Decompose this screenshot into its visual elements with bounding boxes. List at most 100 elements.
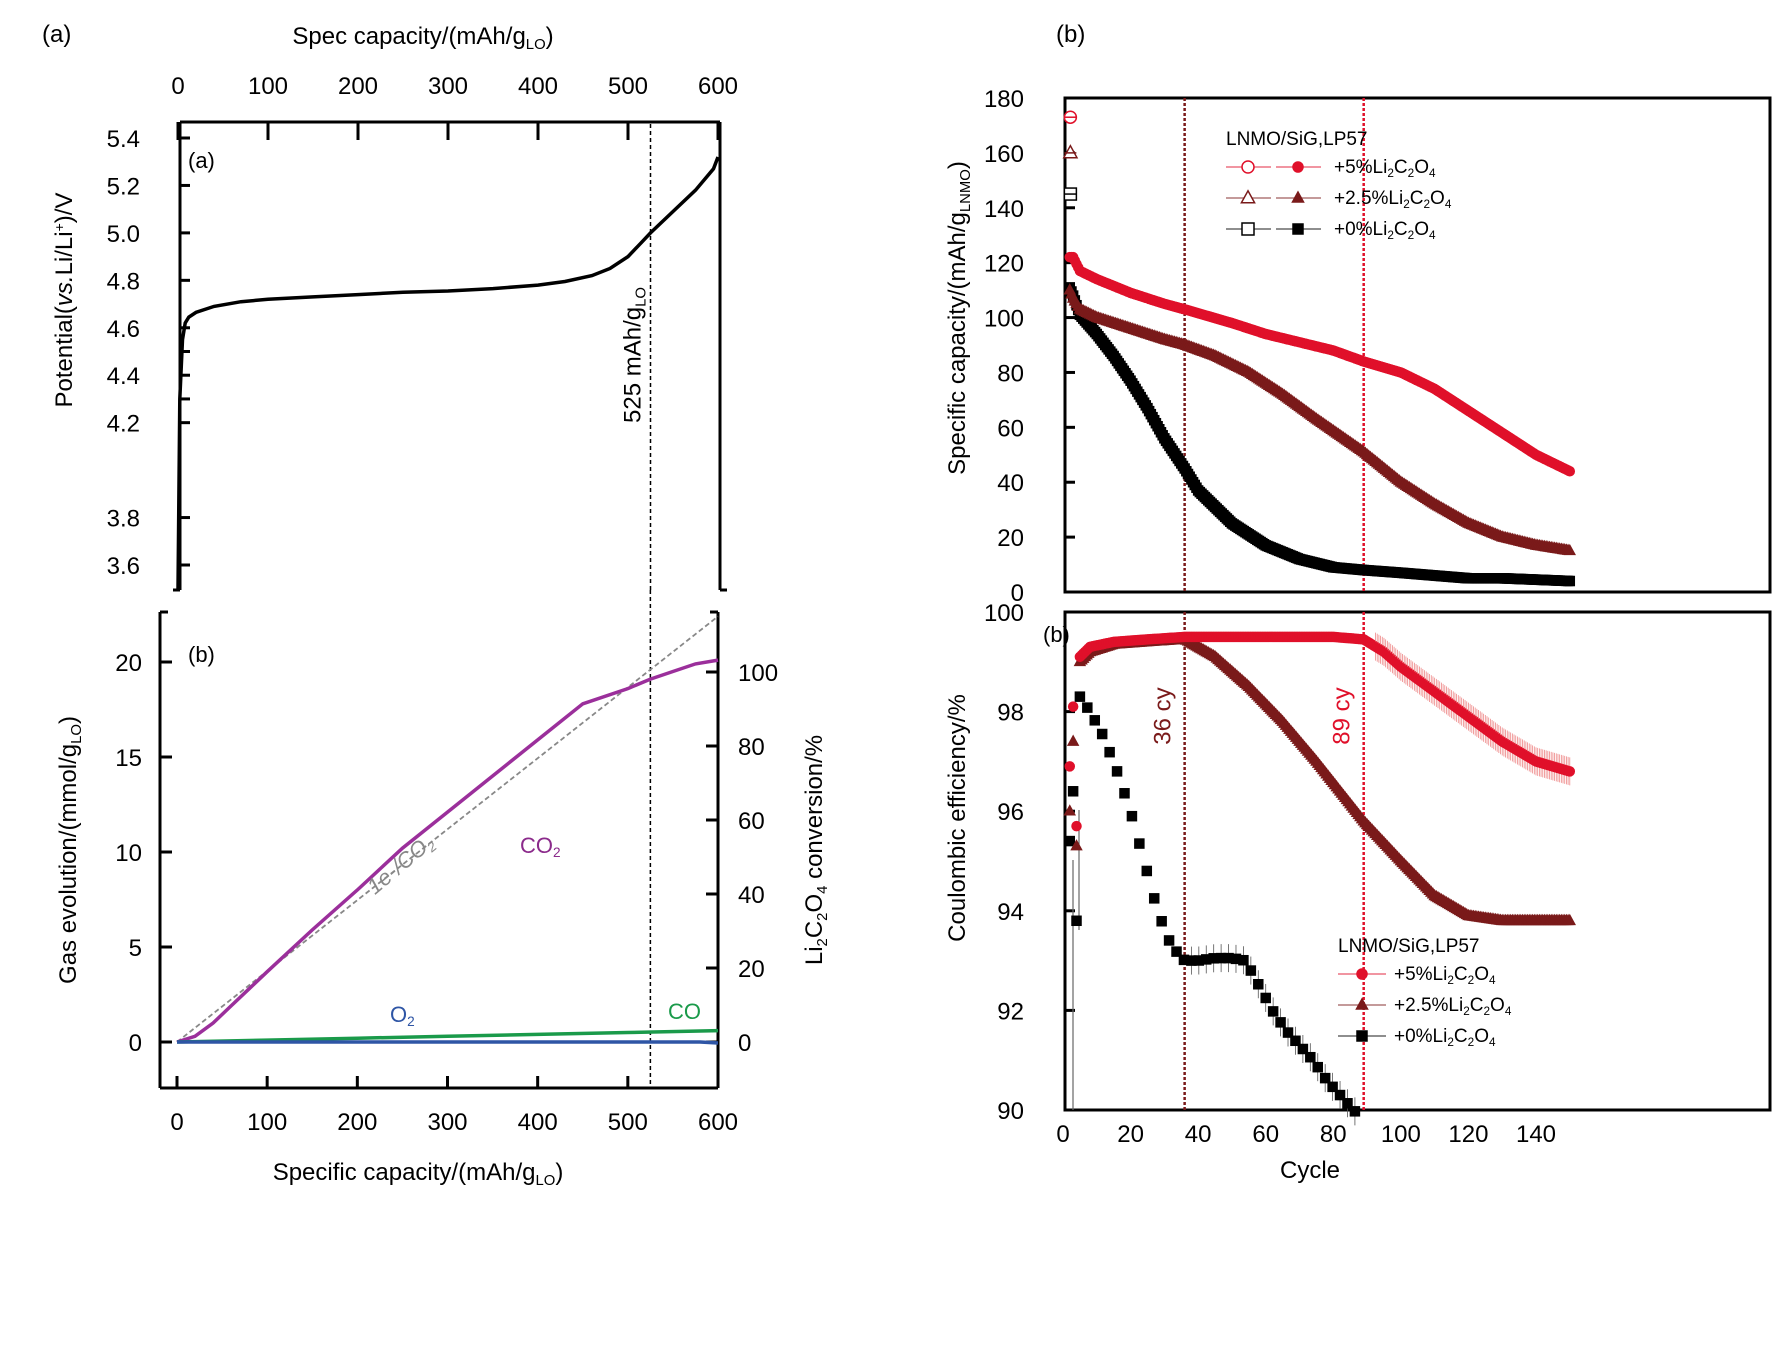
x-axis-title: Cycle <box>1280 1157 1340 1184</box>
x-tick-label: 60 <box>1252 1121 1279 1148</box>
x-tick-label: 200 <box>337 1109 377 1136</box>
legend-marker-open <box>1241 222 1255 236</box>
y-tick-label: 3.6 <box>107 553 140 580</box>
data-point <box>1563 913 1577 926</box>
panel-label-left: (a) <box>42 21 71 48</box>
y-tick-label: 15 <box>115 745 142 772</box>
y-tick-label: 98 <box>997 700 1024 727</box>
x-tick-label: 0 <box>1056 1121 1069 1148</box>
x-tick-label: 600 <box>698 1109 738 1136</box>
y-tick-label: 94 <box>997 899 1024 926</box>
legend-label: +5%Li2C2O4 <box>1394 964 1496 987</box>
annotation-o2: O2 <box>390 1002 415 1029</box>
text-span: +0%Li <box>1334 219 1387 240</box>
potential-curve <box>176 156 720 591</box>
subscript: 2 <box>407 1014 415 1029</box>
data-point <box>1064 761 1076 772</box>
subscript: LO <box>633 287 649 307</box>
series--5-li2c2o4 <box>1064 631 1576 832</box>
gas-evolution-chart: 0 100 200 300 400 500 60005101520020406080100S… <box>55 590 831 1189</box>
subscript: LO <box>535 1173 555 1189</box>
subscript: 2 <box>1403 198 1410 211</box>
data-point <box>1082 702 1093 713</box>
y-tick-label: 100 <box>984 600 1024 627</box>
data-point <box>1171 946 1182 957</box>
x-tick-label: 140 <box>1516 1121 1556 1148</box>
legend-label: +2.5%Li2C2O4 <box>1394 995 1512 1018</box>
subscript: 4 <box>1489 1036 1496 1049</box>
y-tick-label: 90 <box>997 1098 1024 1125</box>
text-span: CO <box>668 999 701 1024</box>
data-point <box>1071 820 1082 832</box>
legend-item: +5%Li2C2O4 <box>1338 964 1496 987</box>
text-span: vs. <box>51 275 78 306</box>
text-span: O <box>1474 964 1489 985</box>
legend-item: +2.5%Li2C2O4 <box>1226 188 1452 211</box>
y-tick-label: 4.2 <box>107 411 140 438</box>
data-point <box>1282 1027 1294 1038</box>
text-span: ) <box>55 716 82 724</box>
text-span: C <box>1454 964 1468 985</box>
annotation-co: CO <box>668 999 701 1024</box>
data-point <box>1070 839 1083 851</box>
text-span: O <box>1414 219 1429 240</box>
text-span: Li/Li <box>51 231 78 275</box>
text-span: +5%Li <box>1394 964 1447 985</box>
legend-label: +5%Li2C2O4 <box>1334 157 1436 180</box>
data-point <box>1564 465 1576 477</box>
inner-panel-label: (a) <box>188 148 215 173</box>
subscript: 4 <box>1429 167 1436 180</box>
x-axis-title: Specific capacity/(mAh/gLO) <box>273 1159 564 1189</box>
legend-label: +2.5%Li2C2O4 <box>1334 188 1452 211</box>
y-tick-label: 80 <box>997 360 1024 387</box>
x-tick-label: 20 <box>1117 1121 1144 1148</box>
x-tick-label: 400 <box>518 1109 558 1136</box>
subscript: 2 <box>1483 1005 1490 1018</box>
data-point <box>1267 1006 1279 1017</box>
subscript: 2 <box>1468 1036 1475 1049</box>
data-point <box>1334 1089 1346 1101</box>
plot-frame <box>1063 96 1772 594</box>
subscript: 2 <box>815 938 831 946</box>
series-co <box>176 1028 719 1044</box>
legend-marker <box>1356 968 1368 980</box>
data-point <box>1156 916 1167 927</box>
annotation-co2: CO2 <box>520 833 561 860</box>
y2-tick-label: 0 <box>738 1030 751 1057</box>
data-point <box>1260 992 1271 1004</box>
text-span: Spec capacity/(mAh/g <box>292 23 525 50</box>
y-tick-label: 40 <box>997 470 1024 497</box>
text-span: O <box>1490 995 1505 1016</box>
subscript: 4 <box>1505 1005 1512 1018</box>
y-tick-label: 20 <box>115 650 142 677</box>
y-tick-label: 4.8 <box>107 268 140 295</box>
cycle-marker-label-89: 89 cy <box>1329 687 1356 744</box>
subscript: 2 <box>1468 974 1475 987</box>
data-point <box>1275 1017 1286 1028</box>
legend-item: +2.5%Li2C2O4 <box>1338 995 1512 1018</box>
legend-item: +5%Li2C2O4 <box>1226 157 1436 180</box>
data-point <box>1134 838 1145 849</box>
data-point <box>1066 734 1080 746</box>
y2-tick-label: 60 <box>738 808 765 835</box>
text-span: Li <box>801 946 828 965</box>
y-axis-title: Coulombic efficiency/% <box>944 694 971 942</box>
data-point <box>1126 810 1138 822</box>
subscript: 2 <box>1408 167 1415 180</box>
data-point <box>1119 788 1130 799</box>
data-point <box>1096 728 1108 740</box>
panel-label-right: (b) <box>1056 21 1085 48</box>
text-span: CO <box>520 833 553 858</box>
data-point <box>1238 954 1249 966</box>
data-point <box>1305 1051 1316 1063</box>
legend-marker-filled <box>1292 161 1304 173</box>
y2-tick-label: 100 <box>738 660 778 687</box>
data-point <box>1349 1106 1361 1117</box>
x-tick-label: 200 <box>338 73 378 100</box>
data-point <box>1564 766 1576 777</box>
text-span: +5%Li <box>1334 157 1387 178</box>
legend-item: +0%Li2C2O4 <box>1338 1026 1496 1049</box>
y-tick-label: 120 <box>984 251 1024 278</box>
x-tick-label: 300 <box>428 73 468 100</box>
x-tick-label: 100 <box>248 73 288 100</box>
